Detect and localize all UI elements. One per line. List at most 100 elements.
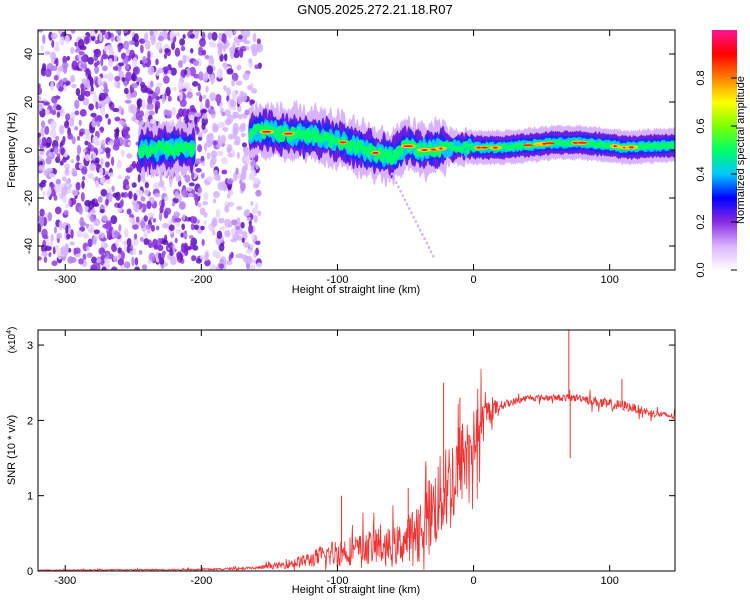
noise-speckle <box>105 178 111 185</box>
noise-speckle <box>83 78 91 89</box>
noise-speckle <box>155 41 163 50</box>
noise-speckle <box>52 189 56 197</box>
noise-speckle <box>209 109 216 115</box>
noise-speckle <box>213 191 221 199</box>
spectrogram-x-tick-label: -100 <box>326 274 348 286</box>
noise-speckle <box>241 237 245 243</box>
noise-speckle <box>40 127 45 137</box>
noise-speckle <box>75 181 81 191</box>
noise-speckle <box>190 241 196 250</box>
noise-speckle <box>152 182 160 192</box>
noise-speckle <box>74 41 78 47</box>
noise-speckle <box>95 180 100 189</box>
signal-hotspot-core <box>403 145 414 148</box>
noise-speckle <box>179 84 185 89</box>
noise-speckle <box>125 64 130 71</box>
noise-speckle <box>110 215 118 225</box>
noise-speckle <box>206 65 214 75</box>
noise-speckle <box>161 199 165 208</box>
snr-x-tick-label: 0 <box>470 575 476 587</box>
noise-speckle <box>174 237 178 244</box>
noise-speckle <box>157 237 162 247</box>
noise-speckle <box>198 71 204 78</box>
noise-speckle <box>38 86 43 96</box>
noise-speckle <box>110 32 114 42</box>
signal-tail-speckle <box>429 250 433 254</box>
noise-speckle <box>158 179 165 188</box>
signal-track-cell <box>276 125 282 135</box>
noise-speckle <box>167 69 172 75</box>
noise-speckle <box>138 38 146 44</box>
noise-speckle <box>55 41 59 46</box>
noise-speckle <box>110 156 115 167</box>
noise-speckle <box>222 62 228 69</box>
snr-scale-prefix: (x10 <box>7 333 18 353</box>
noise-speckle <box>80 192 85 202</box>
colorbar-tick-label: 0.4 <box>695 166 707 181</box>
snr-y-label: SNR (10 * v/v) <box>6 415 18 485</box>
snr-scale-exponent: 4 <box>6 330 13 334</box>
noise-speckle <box>50 120 57 131</box>
noise-speckle <box>88 103 94 111</box>
noise-speckle <box>182 230 188 239</box>
noise-speckle <box>236 64 242 71</box>
noise-speckle <box>118 62 125 67</box>
noise-speckle <box>222 34 227 44</box>
noise-speckle <box>175 229 182 234</box>
signal-track-cell <box>139 150 145 159</box>
noise-speckle <box>96 258 102 263</box>
noise-speckle <box>255 164 259 170</box>
noise-speckle <box>201 238 205 247</box>
noise-speckle <box>195 219 200 224</box>
noise-speckle <box>100 188 108 197</box>
noise-speckle <box>154 86 161 96</box>
noise-speckle <box>44 125 50 135</box>
noise-speckle <box>254 64 260 70</box>
noise-speckle <box>224 204 230 213</box>
signal-track-cell <box>303 132 309 142</box>
signal-tail-speckle <box>423 237 426 241</box>
noise-speckle <box>81 86 85 97</box>
noise-speckle <box>174 47 181 57</box>
noise-speckle <box>40 44 44 52</box>
noise-speckle <box>135 77 143 83</box>
noise-speckle <box>91 120 96 128</box>
noise-speckle <box>227 189 234 196</box>
noise-speckle <box>226 68 234 75</box>
noise-speckle <box>169 33 174 44</box>
noise-speckle <box>124 55 129 65</box>
noise-speckle <box>81 166 88 175</box>
spectrogram-y-tick-label: 40 <box>23 48 35 60</box>
noise-speckle <box>120 192 125 198</box>
noise-speckle <box>44 245 52 252</box>
signal-hotspot-core <box>544 142 555 145</box>
noise-speckle <box>93 62 98 68</box>
signal-track-cell <box>290 126 295 134</box>
noise-speckle <box>101 214 109 222</box>
spectrogram-y-axis: -40 -20 0 20 40 <box>23 48 675 254</box>
noise-speckle <box>128 217 134 224</box>
noise-speckle <box>178 194 182 203</box>
noise-speckle <box>138 250 143 255</box>
noise-speckle <box>147 212 155 218</box>
noise-speckle <box>124 175 131 180</box>
noise-speckle <box>101 266 107 270</box>
noise-speckle <box>199 254 206 261</box>
noise-speckle <box>100 56 104 67</box>
noise-speckle <box>225 260 233 266</box>
noise-speckle <box>167 95 172 102</box>
signal-hotspot-core <box>523 144 533 147</box>
signal-tail-speckle <box>397 185 400 189</box>
noise-speckle <box>112 107 120 113</box>
noise-speckle <box>230 50 235 60</box>
noise-speckle <box>70 159 74 164</box>
snr-scale-label: (x104) <box>6 327 18 354</box>
noise-speckle <box>137 99 141 110</box>
noise-speckle <box>168 219 173 225</box>
signal-track-cell <box>280 133 286 143</box>
noise-speckle <box>131 82 138 89</box>
noise-speckle <box>51 95 58 104</box>
signal-hotspot-core <box>421 149 428 151</box>
noise-speckle <box>63 84 67 92</box>
